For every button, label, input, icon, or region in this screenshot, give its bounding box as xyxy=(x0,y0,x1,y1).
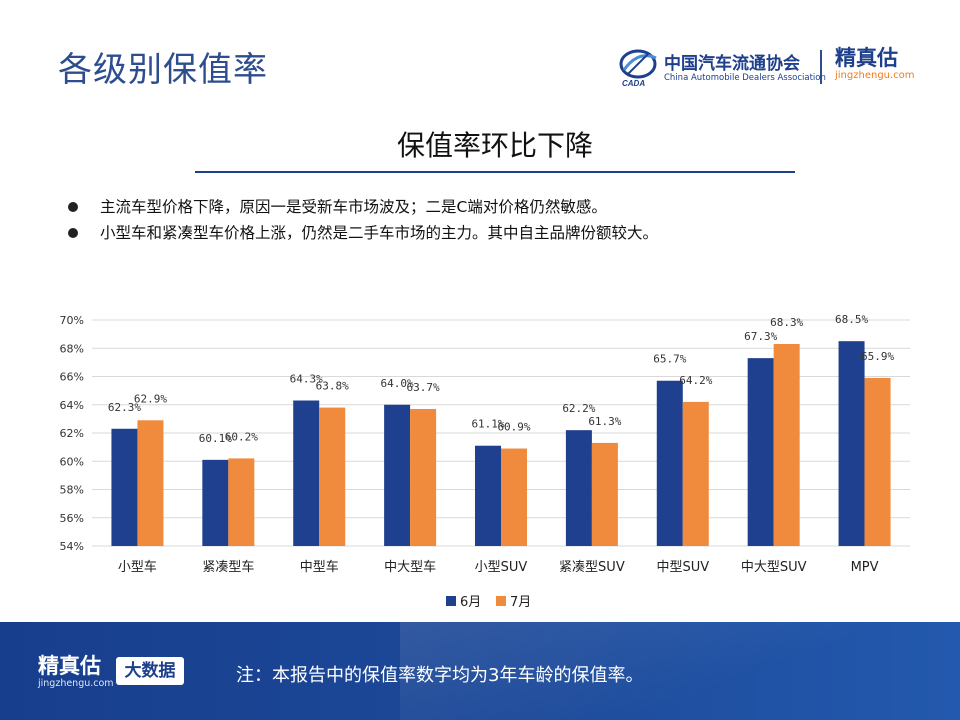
data-label: 61.1% xyxy=(471,418,504,431)
data-label: 65.7% xyxy=(653,353,686,366)
x-category-label: 中大型SUV xyxy=(741,560,807,575)
data-label: 67.3% xyxy=(744,330,777,343)
x-category-label: 紧凑型SUV xyxy=(559,560,625,575)
bar xyxy=(228,458,255,546)
y-tick-label: 58% xyxy=(60,484,84,497)
data-label: 62.2% xyxy=(562,402,595,415)
x-category-label: 中型SUV xyxy=(656,560,709,575)
subtitle-underline xyxy=(195,171,795,173)
bar xyxy=(319,407,346,546)
x-category-label: 紧凑型车 xyxy=(202,559,254,575)
data-label: 64.0% xyxy=(381,377,414,390)
footer-jzg-name: 精真估 xyxy=(38,654,101,678)
jzg-name: 精真估 xyxy=(835,46,898,70)
y-tick-label: 68% xyxy=(60,342,84,355)
data-label: 61.3% xyxy=(588,415,621,428)
data-label: 68.3% xyxy=(770,316,803,329)
legend-label: 6月 xyxy=(460,595,481,610)
bar xyxy=(410,408,437,546)
cada-emblem-icon: CADA xyxy=(619,49,657,88)
jzg-url: jingzhengu.com xyxy=(835,70,915,81)
cada-english-name: China Automobile Dealers Association xyxy=(664,73,826,83)
legend-swatch xyxy=(446,596,456,606)
footer-jzg-url: jingzhengu.com xyxy=(38,678,114,689)
x-category-label: 中型车 xyxy=(300,559,339,575)
data-label: 62.3% xyxy=(108,401,141,414)
cada-logo: CADA 中国汽车流通协会 China Automobile Dealers A… xyxy=(618,46,826,88)
bar xyxy=(591,442,618,546)
y-tick-label: 64% xyxy=(60,399,84,412)
data-label: 64.2% xyxy=(679,374,712,387)
bullet-text: 主流车型价格下降，原因一是受新车市场波及；二是C端对价格仍然敏感。 xyxy=(100,198,607,216)
x-category-label: 中大型车 xyxy=(384,559,436,575)
bar xyxy=(838,341,865,546)
y-tick-label: 66% xyxy=(60,371,84,384)
data-label: 63.8% xyxy=(316,380,349,393)
bullet-item: 小型车和紧凑型车价格上涨，仍然是二手车市场的主力。其中自主品牌份额较大。 xyxy=(66,222,658,248)
bar xyxy=(475,445,501,546)
bar xyxy=(501,448,527,546)
cada-name: 中国汽车流通协会 xyxy=(664,54,800,74)
bar xyxy=(747,358,774,546)
bar xyxy=(384,404,411,546)
bar xyxy=(682,401,709,546)
footer-note: 注：本报告中的保值率数字均为3年车龄的保值率。 xyxy=(236,665,644,686)
bar xyxy=(656,380,683,546)
bar xyxy=(864,377,891,546)
bar xyxy=(137,420,164,546)
footer-jingzhengu-logo: 精真估 jingzhengu.com xyxy=(38,654,114,690)
bullet-text: 小型车和紧凑型车价格上涨，仍然是二手车市场的主力。其中自主品牌份额较大。 xyxy=(100,224,659,242)
x-category-label: 小型车 xyxy=(118,559,157,575)
x-category-label: MPV xyxy=(851,560,879,575)
bar xyxy=(773,344,800,546)
legend-label: 7月 xyxy=(510,595,531,610)
bullet-list: 主流车型价格下降，原因一是受新车市场波及；二是C端对价格仍然敏感。 小型车和紧凑… xyxy=(66,196,658,248)
bullet-item: 主流车型价格下降，原因一是受新车市场波及；二是C端对价格仍然敏感。 xyxy=(66,196,658,222)
bullet-dot-icon xyxy=(68,228,78,238)
y-tick-label: 60% xyxy=(60,455,84,468)
data-label: 68.5% xyxy=(835,313,868,326)
chart-subtitle: 保值率环比下降 xyxy=(396,129,593,162)
data-label: 60.2% xyxy=(225,430,258,443)
x-category-label: 小型SUV xyxy=(475,560,528,575)
bar xyxy=(565,430,592,546)
data-label: 60.9% xyxy=(497,421,530,434)
big-data-badge: 大数据 xyxy=(116,657,184,685)
data-label: 64.3% xyxy=(290,373,323,386)
data-label: 62.9% xyxy=(134,392,167,405)
y-tick-label: 56% xyxy=(60,512,84,525)
bar xyxy=(202,459,229,546)
page-title: 各级别保值率 xyxy=(58,50,268,90)
logo-divider xyxy=(820,50,822,84)
bar-chart: 54% 56% 58% 60% 62% 64% 66% 68% 70% 62.3% 60.1% 64.… xyxy=(60,313,910,610)
jingzhengu-logo: 精真估 jingzhengu.com xyxy=(835,46,915,82)
data-label: 60.1% xyxy=(199,432,232,445)
legend-swatch xyxy=(496,596,506,606)
svg-text:CADA: CADA xyxy=(622,79,645,88)
y-tick-label: 54% xyxy=(60,540,84,553)
bullet-dot-icon xyxy=(68,202,78,212)
y-tick-label: 62% xyxy=(60,427,84,440)
y-tick-label: 70% xyxy=(60,314,84,327)
data-label: 63.7% xyxy=(407,381,440,394)
bar xyxy=(111,428,138,546)
bar xyxy=(293,400,320,546)
data-label: 65.9% xyxy=(861,350,894,363)
